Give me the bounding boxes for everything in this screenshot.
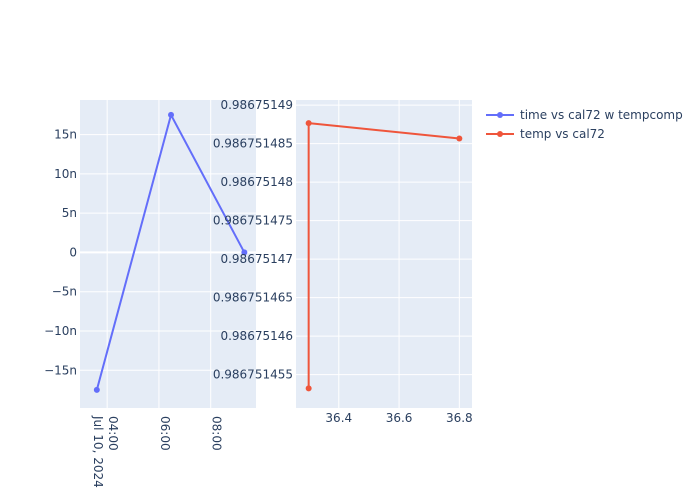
data-point[interactable] xyxy=(456,135,463,142)
subplot-temp: 0.98675149 0.986751485 0.98675148 0.9867514… xyxy=(213,98,473,425)
data-point[interactable] xyxy=(305,385,312,392)
legend-label: time vs cal72 w tempcomp xyxy=(520,108,683,122)
data-point[interactable] xyxy=(241,249,248,256)
data-point[interactable] xyxy=(168,111,175,118)
y-tick-label: 5n xyxy=(62,206,77,220)
x-tick-labels-temp: 36.4 36.6 36.8 xyxy=(325,411,472,425)
y-tick-label: −15n xyxy=(44,363,77,377)
y-tick-label: 0.98675147 xyxy=(220,252,293,266)
legend-item-1[interactable]: temp vs cal72 xyxy=(486,127,605,141)
y-tick-label: 0.98675149 xyxy=(220,98,293,112)
legend[interactable]: time vs cal72 w tempcomp temp vs cal72 xyxy=(486,108,683,141)
plot-area-temp xyxy=(296,100,472,408)
y-tick-label: 0.986751475 xyxy=(213,214,293,228)
x-tick-label: 08:00 xyxy=(210,416,224,451)
legend-swatch-marker xyxy=(497,131,503,137)
y-tick-labels-time: 15n 10n 5n 0 −5n −10n −15n xyxy=(44,128,77,378)
x-tick-label: 36.6 xyxy=(386,411,413,425)
x-tick-label: 36.4 xyxy=(325,411,352,425)
series-time-vs-cal72-w-tempcomp xyxy=(93,111,248,393)
x-tick-date-label: Jul 10, 2024 xyxy=(91,415,105,488)
gridlines-time xyxy=(80,100,256,408)
y-tick-label: 0 xyxy=(69,245,77,259)
x-tick-label: 04:00 xyxy=(106,416,120,451)
y-tick-label: 0.986751455 xyxy=(213,368,293,382)
y-tick-label: 0.986751465 xyxy=(213,291,293,305)
legend-swatch-marker xyxy=(497,112,503,118)
legend-item-0[interactable]: time vs cal72 w tempcomp xyxy=(486,108,683,122)
y-tick-label: 0.98675146 xyxy=(220,329,293,343)
plot-area-time xyxy=(80,100,256,408)
x-tick-label: 06:00 xyxy=(158,416,172,451)
data-point[interactable] xyxy=(305,120,312,127)
data-point[interactable] xyxy=(93,386,100,393)
y-tick-label: −10n xyxy=(44,324,77,338)
y-tick-label: 15n xyxy=(54,128,77,142)
legend-label: temp vs cal72 xyxy=(520,127,605,141)
gridlines-temp xyxy=(296,100,472,408)
y-tick-labels-temp: 0.98675149 0.986751485 0.98675148 0.9867514… xyxy=(213,98,293,382)
y-tick-label: 0.986751485 xyxy=(213,137,293,151)
y-tick-label: 10n xyxy=(54,167,77,181)
y-tick-label: −5n xyxy=(52,285,77,299)
x-tick-label: 36.8 xyxy=(446,411,473,425)
series-temp-vs-cal72 xyxy=(305,120,463,392)
y-tick-label: 0.98675148 xyxy=(220,175,293,189)
